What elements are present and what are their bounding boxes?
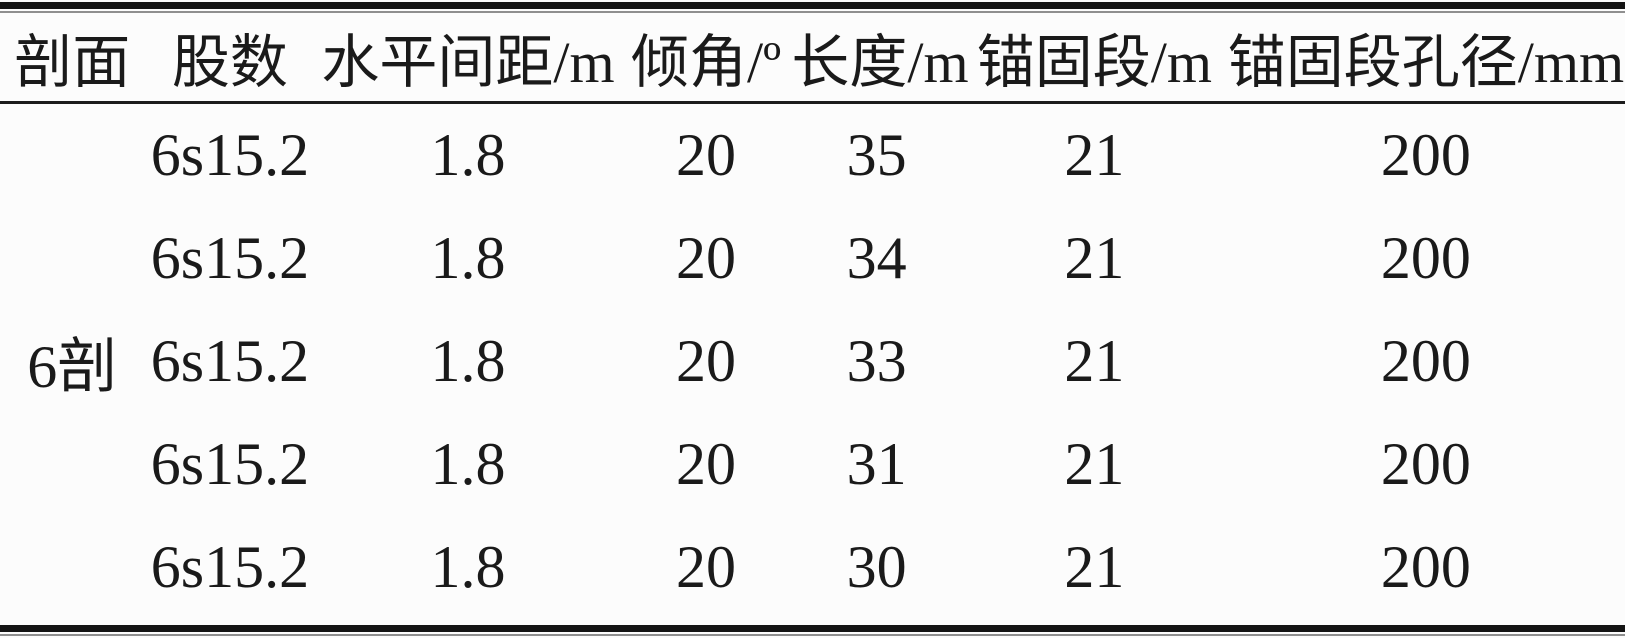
col-header-strands: 股数 (144, 13, 316, 104)
cell-horizontal-spacing: 1.8 (430, 431, 506, 497)
cell-anchorage-segment: 21 (1064, 431, 1125, 497)
bottom-rule-thick (0, 625, 1625, 632)
cell-length: 35 (846, 122, 907, 188)
col-header-anchorage-segment: 锚固段/m (961, 13, 1227, 104)
cell-inclination: 20 (676, 122, 737, 188)
table-row: 6s15.2 1.8 20 30 21 200 (0, 516, 1625, 619)
cell-inclination: 20 (676, 431, 737, 497)
cell-strands: 6s15.2 (150, 431, 310, 497)
cell-length: 30 (846, 534, 907, 600)
col-header-length: 长度/m (791, 13, 969, 104)
table-header: 剖面 股数 水平间距/m 倾角/º 长度/m 锚固段/m 锚固段孔径/mm (0, 13, 1625, 104)
cell-length: 34 (846, 225, 907, 291)
cell-anchorage-hole-diameter: 200 (1380, 534, 1471, 600)
cell-horizontal-spacing: 1.8 (430, 225, 506, 291)
cell-strands: 6s15.2 (150, 122, 310, 188)
col-header-profile: 剖面 (0, 13, 145, 104)
cell-horizontal-spacing: 1.8 (430, 328, 506, 394)
top-rule-thick (0, 2, 1625, 9)
header-row: 剖面 股数 水平间距/m 倾角/º 长度/m 锚固段/m 锚固段孔径/mm (0, 13, 1625, 104)
cell-anchorage-hole-diameter: 200 (1380, 328, 1471, 394)
cell-inclination: 20 (676, 225, 737, 291)
cell-length: 33 (846, 328, 907, 394)
cell-anchorage-hole-diameter: 200 (1380, 122, 1471, 188)
cell-inclination: 20 (676, 328, 737, 394)
table-row: 6s15.2 1.8 20 31 21 200 (0, 413, 1625, 516)
table-row: 6剖 6s15.2 1.8 20 35 21 200 (0, 103, 1625, 400)
top-border (0, 0, 1625, 13)
cell-anchorage-segment: 21 (1064, 534, 1125, 600)
cell-inclination: 20 (676, 534, 737, 600)
table-row: 6s15.2 1.8 20 34 21 200 (0, 207, 1625, 310)
cell-anchorage-hole-diameter: 200 (1380, 225, 1471, 291)
cell-anchorage-segment: 21 (1064, 122, 1125, 188)
anchor-cable-parameters-table: 剖面 股数 水平间距/m 倾角/º 长度/m 锚固段/m 锚固段孔径/mm 6剖… (0, 13, 1625, 619)
cell-anchorage-segment: 21 (1064, 225, 1125, 291)
cell-strands: 6s15.2 (150, 328, 310, 394)
section-label-cell: 6剖 (27, 334, 118, 400)
cell-horizontal-spacing: 1.8 (430, 534, 506, 600)
cell-length: 31 (846, 431, 907, 497)
cell-strands: 6s15.2 (150, 225, 310, 291)
bottom-rule-thin (0, 634, 1625, 636)
cell-anchorage-segment: 21 (1064, 328, 1125, 394)
cell-anchorage-hole-diameter: 200 (1380, 431, 1471, 497)
cell-strands: 6s15.2 (150, 534, 310, 600)
bottom-border (0, 625, 1625, 636)
col-header-anchorage-hole-diameter: 锚固段孔径/mm (1226, 13, 1625, 104)
col-header-horizontal-spacing: 水平间距/m (315, 13, 621, 104)
table-body: 6剖 6s15.2 1.8 20 35 21 200 6s15.2 1.8 20… (0, 103, 1625, 620)
cell-horizontal-spacing: 1.8 (430, 122, 506, 188)
col-header-inclination: 倾角/º (620, 13, 792, 104)
table-row: 6s15.2 1.8 20 33 21 200 (0, 310, 1625, 413)
top-rule-thin (0, 11, 1625, 13)
